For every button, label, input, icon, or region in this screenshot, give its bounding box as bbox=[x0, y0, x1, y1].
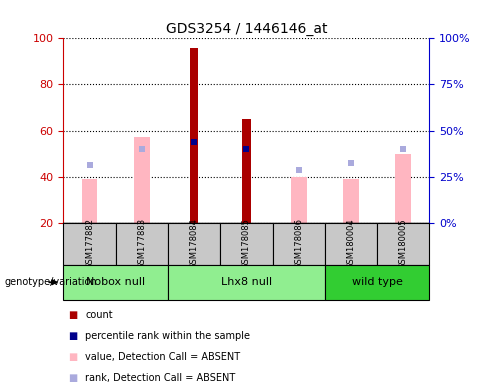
Bar bbox=[168, 265, 325, 300]
Text: GSM178085: GSM178085 bbox=[242, 218, 251, 269]
Bar bbox=[63, 265, 168, 300]
Text: value, Detection Call = ABSENT: value, Detection Call = ABSENT bbox=[85, 352, 241, 362]
Bar bbox=[343, 179, 359, 223]
Bar bbox=[395, 154, 411, 223]
Bar bbox=[116, 223, 168, 265]
Text: percentile rank within the sample: percentile rank within the sample bbox=[85, 331, 250, 341]
Text: GSM178084: GSM178084 bbox=[190, 218, 199, 269]
Text: ■: ■ bbox=[68, 331, 78, 341]
Text: wild type: wild type bbox=[352, 277, 403, 287]
Bar bbox=[134, 137, 150, 223]
Text: ■: ■ bbox=[68, 352, 78, 362]
Bar bbox=[190, 48, 199, 223]
Text: Nobox null: Nobox null bbox=[86, 277, 145, 287]
Bar bbox=[168, 223, 220, 265]
Bar bbox=[377, 223, 429, 265]
Text: GSM180005: GSM180005 bbox=[399, 218, 408, 269]
Text: Lhx8 null: Lhx8 null bbox=[221, 277, 272, 287]
Bar bbox=[220, 223, 273, 265]
Text: ■: ■ bbox=[68, 310, 78, 320]
Text: GSM180004: GSM180004 bbox=[346, 218, 356, 269]
Text: GSM177883: GSM177883 bbox=[137, 218, 146, 270]
Text: GSM177882: GSM177882 bbox=[85, 218, 94, 269]
Text: GSM178086: GSM178086 bbox=[294, 218, 303, 269]
Bar bbox=[325, 265, 429, 300]
Bar bbox=[291, 177, 306, 223]
Bar bbox=[273, 223, 325, 265]
Bar bbox=[82, 179, 98, 223]
Bar bbox=[63, 223, 116, 265]
Bar bbox=[242, 119, 251, 223]
Text: count: count bbox=[85, 310, 113, 320]
Text: ■: ■ bbox=[68, 373, 78, 383]
Text: rank, Detection Call = ABSENT: rank, Detection Call = ABSENT bbox=[85, 373, 236, 383]
Title: GDS3254 / 1446146_at: GDS3254 / 1446146_at bbox=[166, 22, 327, 36]
Text: genotype/variation: genotype/variation bbox=[5, 277, 98, 287]
Bar bbox=[325, 223, 377, 265]
